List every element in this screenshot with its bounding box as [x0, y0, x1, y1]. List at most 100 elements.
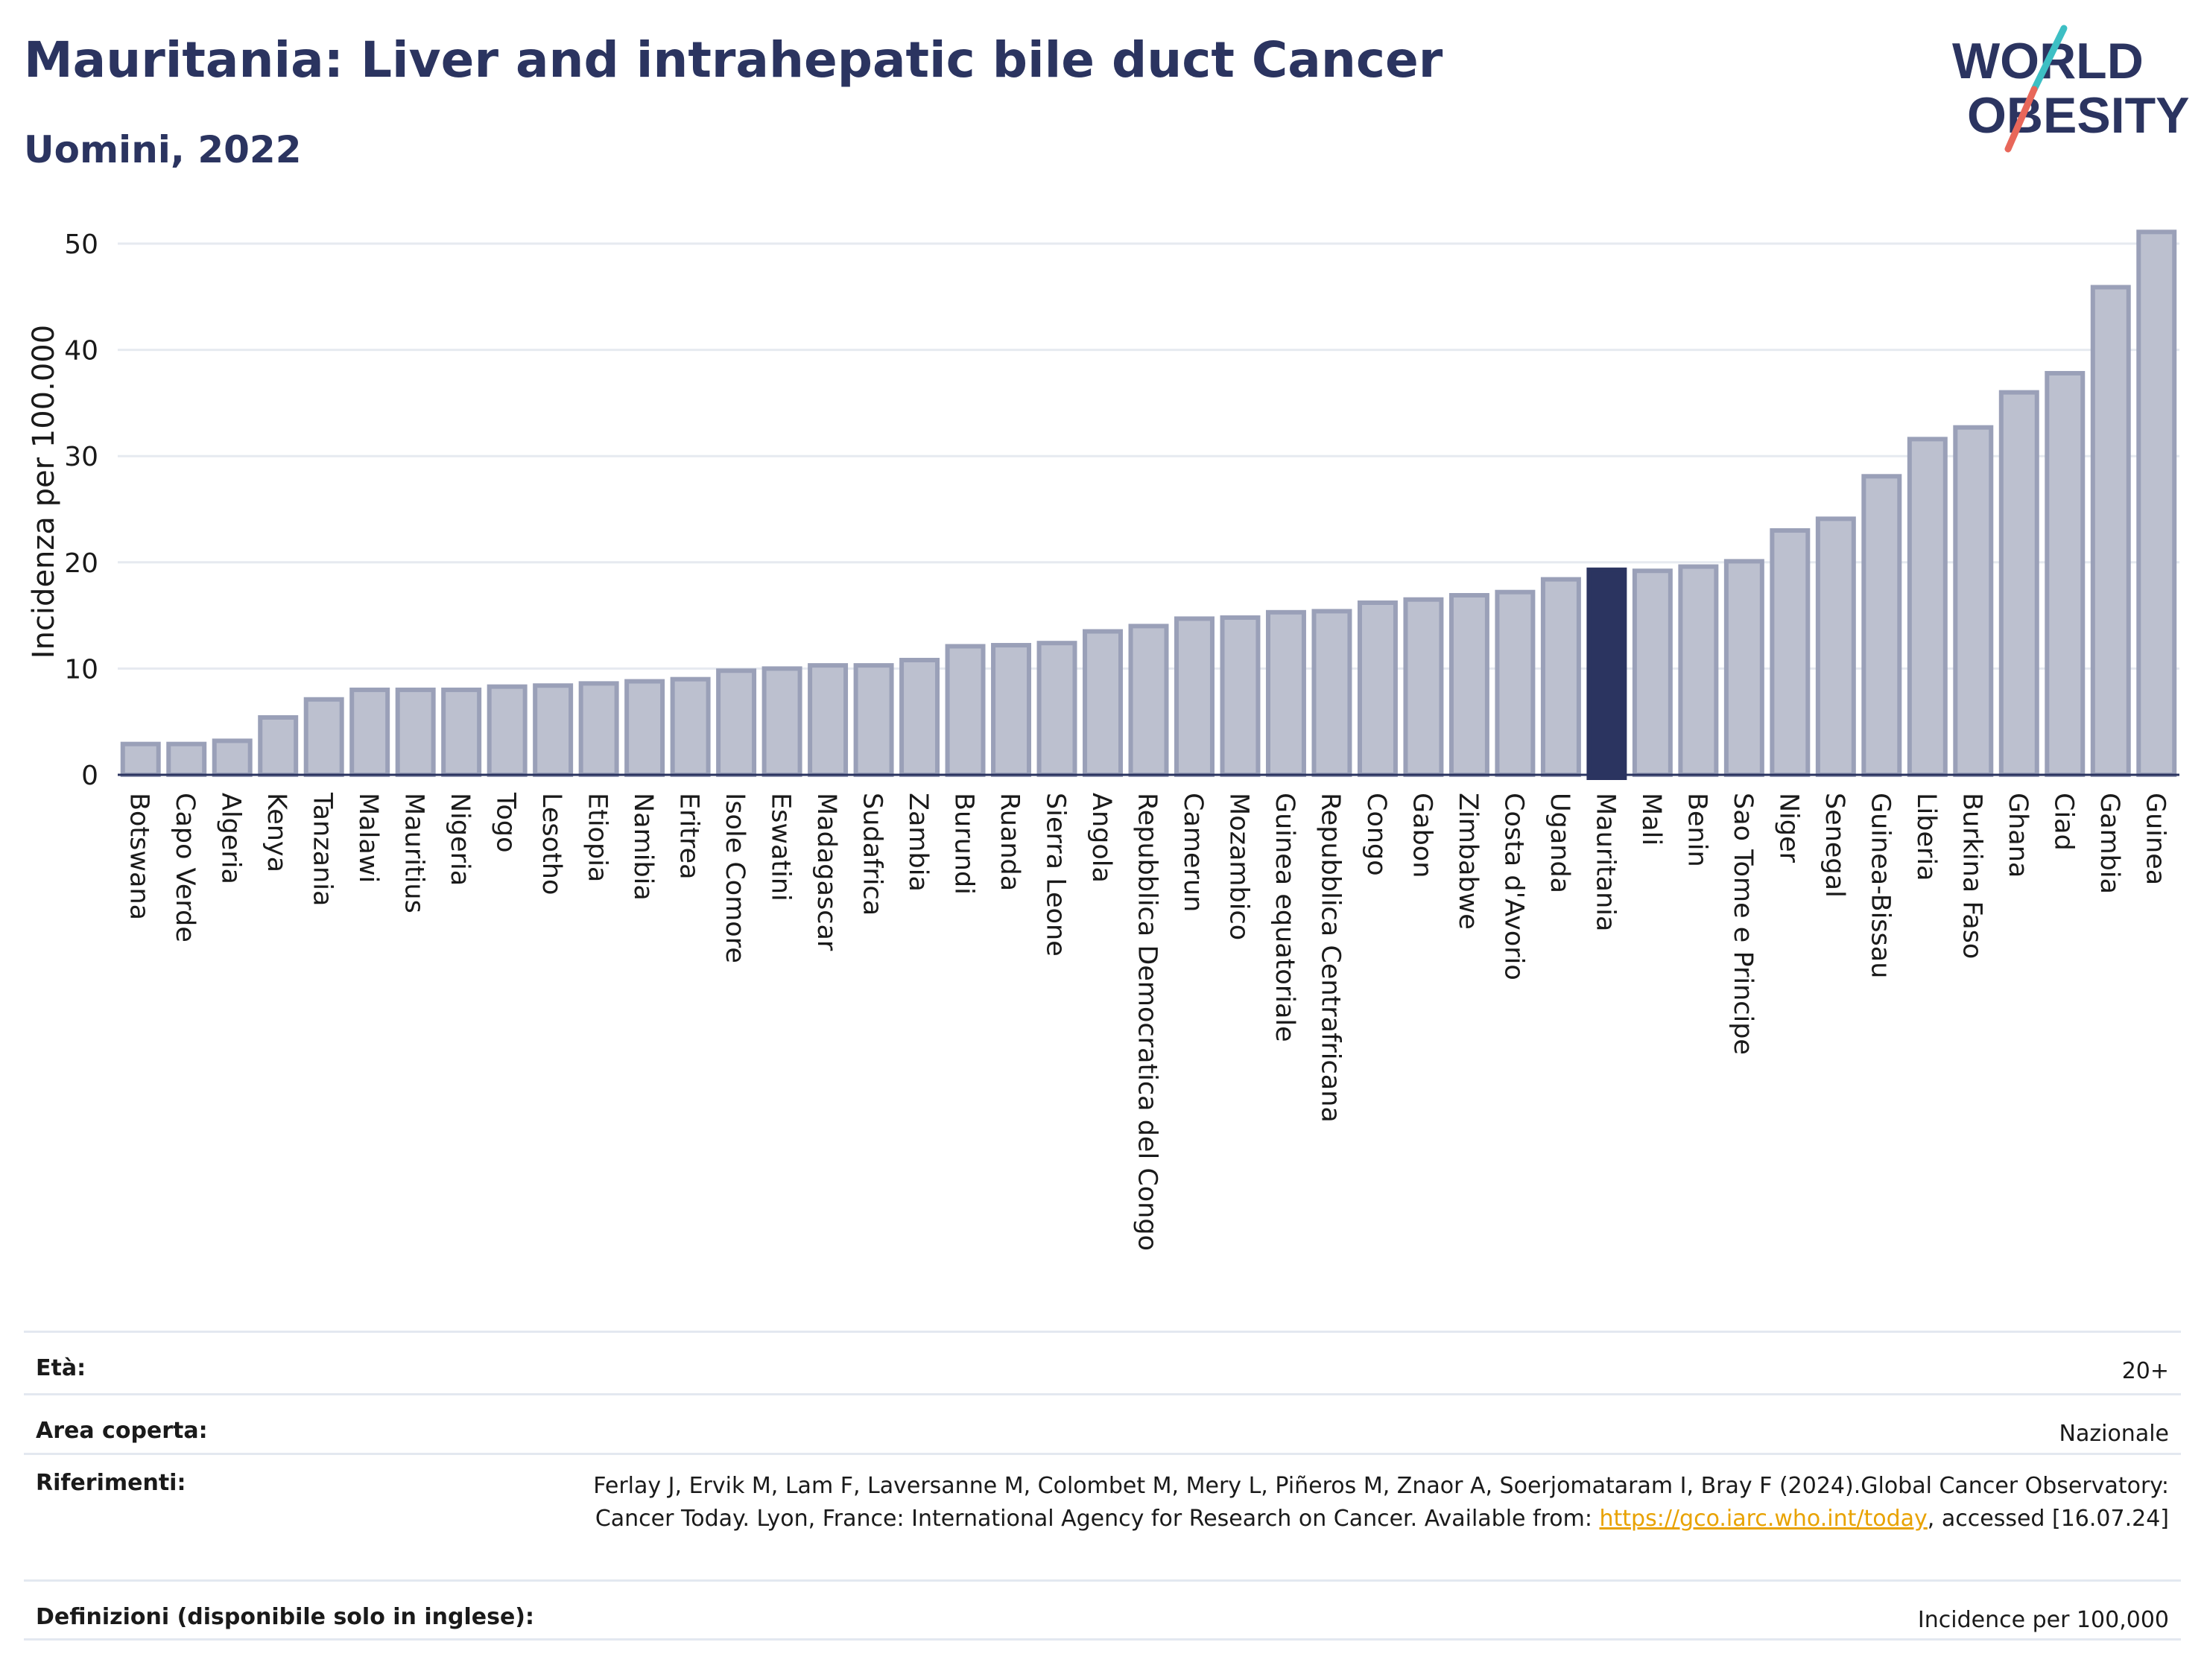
x-tick-label: Togo	[491, 792, 521, 852]
x-tick-label: Mali	[1636, 793, 1666, 846]
bar-ruanda	[991, 643, 1032, 778]
bar-benin	[1678, 564, 1719, 778]
x-tick-label: Eswatini	[766, 793, 796, 901]
bar-guinea-equatoriale	[1265, 609, 1306, 778]
x-tick-label: Benin	[1682, 793, 1711, 867]
x-tick-label: Angola	[1086, 793, 1116, 883]
x-tick-label: Zambia	[903, 793, 933, 892]
chart-subtitle: Uomini, 2022	[24, 128, 302, 171]
x-tick-label: Botswana	[124, 793, 154, 920]
age-label: Età:	[36, 1355, 86, 1381]
x-tick-label: Burundi	[949, 793, 979, 895]
bar-senegal	[1815, 516, 1856, 777]
x-tick-label: Etiopia	[583, 793, 612, 882]
chart-title: Mauritania: Liver and intrahepatic bile …	[24, 31, 1443, 89]
x-tick-label: Madagascar	[811, 793, 841, 951]
bar-mauritius	[395, 687, 436, 777]
references-accessed: , accessed [16.07.24]	[1927, 1506, 2169, 1532]
bar-ciad	[2045, 370, 2086, 777]
x-tick-label: Isole Comore	[720, 793, 750, 963]
bar-zimbabwe	[1448, 593, 1489, 777]
bar-repubblica-democratica-del-congo	[1128, 624, 1169, 777]
bar-madagascar	[808, 663, 849, 778]
bar-niger	[1770, 528, 1811, 778]
x-tick-label: Burkina Faso	[1957, 793, 1986, 959]
y-tick-label: 10	[64, 654, 98, 685]
x-tick-label: Repubblica Democratica del Congo	[1133, 793, 1162, 1251]
definitions-label: Definizioni (disponibile solo in inglese…	[36, 1604, 534, 1630]
x-tick-label: Mauritius	[399, 793, 429, 913]
x-tick-label: Guinea equatoriale	[1270, 793, 1299, 1042]
bar-gambia	[2090, 285, 2131, 777]
references-label: Riferimenti:	[36, 1470, 186, 1496]
bar-isole-comore	[716, 668, 757, 778]
bar-namibia	[624, 679, 665, 778]
bars	[120, 229, 2177, 780]
definitions-value: Incidence per 100,000	[1917, 1607, 2169, 1633]
x-tick-label: Kenya	[262, 793, 291, 872]
x-tick-label: Tanzania	[308, 792, 338, 906]
bar-eritrea	[670, 676, 711, 777]
bar-etiopia	[578, 681, 619, 778]
references-text: Ferlay J, Ervik M, Lam F, Laversanne M, …	[593, 1473, 2169, 1532]
x-tick-label: Sudafrica	[858, 793, 887, 916]
bar-mozambico	[1220, 615, 1261, 778]
bar-eswatini	[761, 666, 802, 778]
bar-ghana	[1998, 390, 2039, 777]
bar-uganda	[1540, 577, 1581, 778]
bar-botswana	[120, 741, 161, 777]
x-tick-label: Senegal	[1820, 793, 1849, 898]
bar-togo	[487, 684, 528, 778]
x-tick-label: Capo Verde	[170, 793, 200, 942]
bar-mali	[1632, 568, 1673, 777]
y-tick-label: 30	[64, 442, 98, 472]
x-tick-label: Camerun	[1178, 793, 1208, 912]
bar-mauritania	[1586, 567, 1627, 780]
bar-kenya	[258, 714, 299, 777]
x-tick-label: Liberia	[1911, 793, 1941, 881]
area-label: Area coperta:	[36, 1418, 208, 1444]
bar-malawi	[349, 687, 390, 777]
bar-nigeria	[441, 687, 482, 777]
y-axis-ticks: 0 10 20 30 40 50	[64, 229, 98, 791]
bar-guinea-bissau	[1861, 474, 1902, 777]
x-tick-label: Repubblica Centrafricana	[1315, 793, 1345, 1123]
meta-row-age: Età: 20+	[24, 1331, 2181, 1393]
bar-algeria	[212, 738, 253, 777]
age-value: 20+	[2121, 1358, 2169, 1384]
bar-congo	[1357, 600, 1398, 777]
x-tick-label: Sao Tome e Principe	[1728, 793, 1758, 1055]
x-tick-label: Algeria	[216, 793, 246, 884]
meta-row-definitions: Definizioni (disponibile solo in inglese…	[24, 1579, 2181, 1641]
x-tick-label: Ghana	[2003, 793, 2033, 878]
y-tick-label: 20	[64, 548, 98, 579]
bar-zambia	[899, 657, 940, 777]
y-tick-label: 50	[64, 229, 98, 260]
x-tick-label: Ciad	[2048, 793, 2078, 851]
x-tick-label: Guinea-Bissau	[1865, 793, 1895, 978]
references-link[interactable]: https://gco.iarc.who.int/today	[1599, 1506, 1928, 1532]
x-tick-label: Gabon	[1407, 793, 1437, 878]
bar-burkina-faso	[1953, 425, 1994, 777]
bar-gabon	[1403, 597, 1444, 778]
x-tick-label: Costa d'Avorio	[1498, 793, 1528, 980]
bar-sao-tome-e-principe	[1723, 559, 1764, 778]
meta-row-references: Riferimenti: Ferlay J, Ervik M, Lam F, L…	[24, 1453, 2181, 1579]
bar-liberia	[1907, 437, 1948, 777]
bar-chart: 0 10 20 30 40 50 Botswana Capo Verde Algeria Ken…	[27, 229, 2179, 1251]
meta-row-area: Area coperta: Nazionale	[24, 1393, 2181, 1453]
x-tick-label: Niger	[1773, 793, 1803, 863]
x-tick-label: Sierra Leone	[1041, 793, 1071, 957]
bar-capo-verde	[166, 741, 207, 777]
y-tick-label: 0	[81, 761, 98, 791]
x-tick-label: Eritrea	[674, 793, 704, 880]
bar-angola	[1083, 629, 1123, 777]
x-tick-label: Uganda	[1545, 793, 1574, 893]
bar-tanzania	[303, 697, 344, 778]
logo-line2: OBESITY	[1967, 87, 2190, 144]
x-tick-label: Mauritania	[1590, 793, 1620, 931]
bar-lesotho	[533, 683, 574, 777]
x-tick-label: Namibia	[628, 793, 658, 901]
bar-sierra-leone	[1036, 641, 1077, 778]
x-tick-label: Malawi	[353, 793, 383, 883]
